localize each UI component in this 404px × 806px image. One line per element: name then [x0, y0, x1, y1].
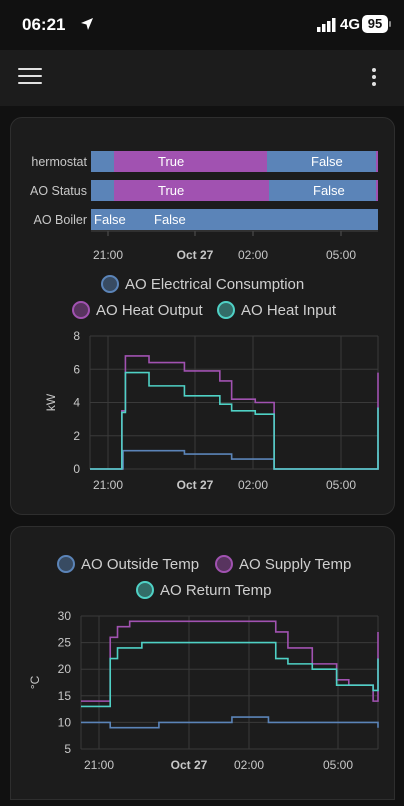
- legend-label: AO Outside Temp: [81, 556, 199, 573]
- x-tick-label: 21:00: [93, 478, 123, 492]
- legend-label: AO Return Temp: [160, 582, 271, 599]
- timeline-segment-label: False: [94, 212, 126, 227]
- timeline-segment-label: True: [158, 154, 184, 169]
- legend-item[interactable]: AO Supply Temp: [215, 555, 351, 573]
- y-tick-label: 10: [58, 715, 72, 729]
- hamburger-menu-icon[interactable]: [18, 68, 42, 88]
- y-tick-label: 4: [73, 396, 80, 410]
- legend-swatch: [72, 301, 90, 319]
- timeline-segment: [267, 151, 376, 172]
- series-line: [81, 716, 379, 729]
- y-tick-label: 2: [73, 429, 80, 443]
- legend-swatch: [215, 555, 233, 573]
- timeline-segment-label: True: [158, 183, 184, 198]
- series-line: [81, 641, 379, 708]
- x-tick-label: Oct 27: [171, 758, 208, 772]
- y-tick-label: 15: [58, 689, 72, 703]
- energy-card-svg: hermostat True False AO Status True False AO B…: [30, 151, 379, 492]
- y-tick-label: 5: [64, 742, 71, 756]
- battery-level: 95: [367, 16, 383, 31]
- timeline-row-label: hermostat: [31, 155, 87, 169]
- timeline-segment: [114, 151, 267, 172]
- legend-label: AO Heat Output: [96, 302, 204, 319]
- timeline-segment: [376, 180, 378, 201]
- status-time: 06:21: [22, 15, 66, 34]
- legend-swatch: [101, 275, 119, 293]
- y-tick-label: 30: [58, 609, 72, 623]
- y-axis-label: °C: [28, 675, 42, 689]
- battery-icon: 95: [362, 15, 388, 33]
- timeline-segment: [91, 180, 114, 201]
- series-line: [81, 620, 379, 702]
- timeline-tick-label: 21:00: [93, 248, 123, 262]
- legend-swatch: [217, 301, 235, 319]
- legend-item[interactable]: AO Outside Temp: [57, 555, 199, 573]
- timeline-row-label: AO Status: [30, 184, 87, 198]
- x-tick-label: 21:00: [84, 758, 114, 772]
- timeline-tick-label: 02:00: [238, 248, 268, 262]
- legend-item[interactable]: AO Heat Input: [217, 301, 337, 319]
- app-bar: [0, 50, 404, 106]
- temperature-card: AO Outside Temp AO Supply Temp AO Return T…: [10, 526, 395, 800]
- y-tick-label: 0: [73, 462, 80, 476]
- timeline-segment: [91, 209, 151, 230]
- timeline-segment: [376, 151, 378, 172]
- temperature-card-svg: AO Outside Temp AO Supply Temp AO Return T…: [28, 555, 379, 772]
- network-label: 4G: [340, 16, 361, 33]
- x-tick-label: 02:00: [234, 758, 264, 772]
- series-line: [90, 449, 379, 470]
- y-tick-label: 25: [58, 636, 72, 650]
- more-vertical-icon[interactable]: [362, 66, 386, 90]
- legend-item[interactable]: AO Electrical Consumption: [101, 275, 304, 293]
- energy-card: hermostat True False AO Status True False AO B…: [10, 117, 395, 515]
- series-line: [90, 371, 379, 470]
- timeline-tick-label: Oct 27: [177, 248, 214, 262]
- legend-label: AO Electrical Consumption: [125, 276, 304, 293]
- y-tick-label: 6: [73, 362, 80, 376]
- timeline-segment: [151, 209, 378, 230]
- timeline-tick-label: 05:00: [326, 248, 356, 262]
- y-axis-label: kW: [44, 393, 58, 411]
- y-tick-label: 8: [73, 329, 80, 343]
- legend-label: AO Supply Temp: [239, 556, 351, 573]
- x-tick-label: 02:00: [238, 478, 268, 492]
- timeline-segment-label: False: [311, 154, 343, 169]
- battery-tip: [389, 21, 391, 27]
- legend-swatch: [136, 581, 154, 599]
- legend-item[interactable]: AO Heat Output: [72, 301, 204, 319]
- legend-label: AO Heat Input: [241, 302, 337, 319]
- timeline-row-label: AO Boiler: [34, 213, 88, 227]
- legend-swatch: [57, 555, 75, 573]
- signal-icon: [317, 18, 336, 32]
- timeline-segment: [114, 180, 269, 201]
- x-tick-label: 05:00: [326, 478, 356, 492]
- timeline-segment: [91, 151, 114, 172]
- legend-item[interactable]: AO Return Temp: [136, 581, 271, 599]
- timeline-segment: [269, 180, 376, 201]
- timeline-segment-label: False: [154, 212, 186, 227]
- location-arrow-icon: [81, 18, 93, 30]
- timeline-segment-label: False: [313, 183, 345, 198]
- x-tick-label: 05:00: [323, 758, 353, 772]
- status-bar: 06:21 4G 95: [0, 0, 404, 50]
- x-tick-label: Oct 27: [177, 478, 214, 492]
- y-tick-label: 20: [58, 662, 72, 676]
